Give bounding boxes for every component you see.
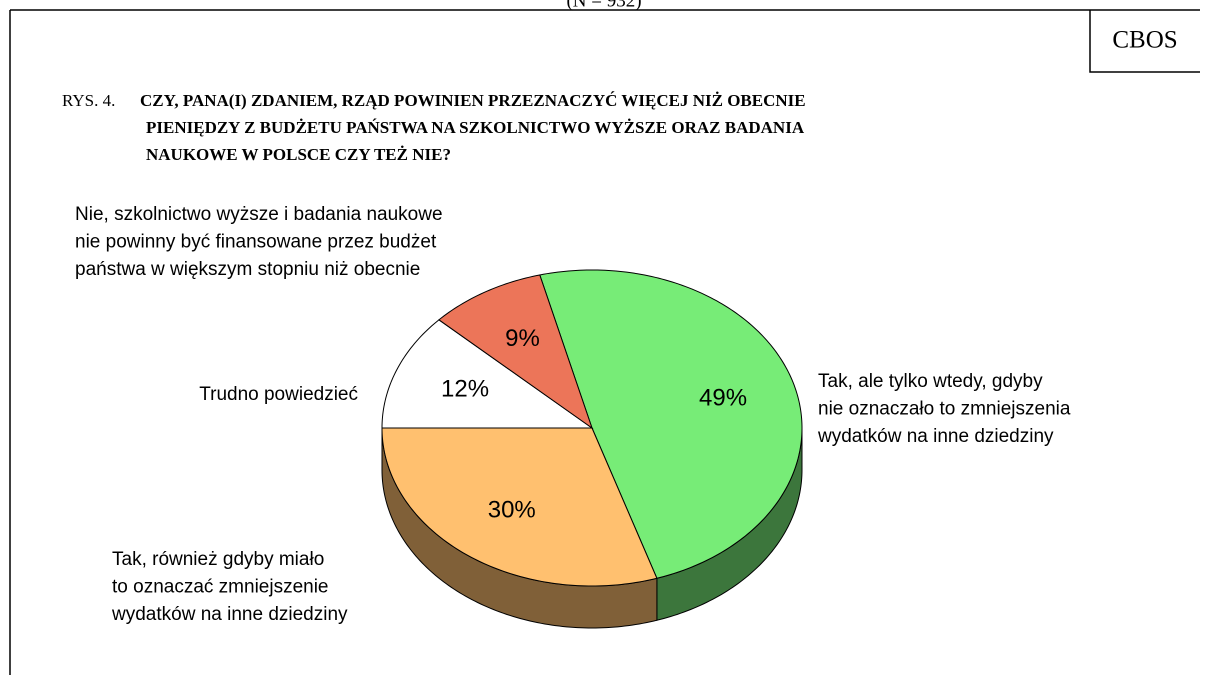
- category-label: nie powinny być finansowane przez budżet: [75, 232, 437, 253]
- category-label: wydatków na inne dziedziny: [817, 426, 1054, 447]
- value-label: 12%: [441, 376, 489, 403]
- category-label: państwa w większym stopniu niż obecnie: [75, 259, 420, 280]
- chart-title: CZY, PANA(I) ZDANIEM, RZĄD POWINIEN PRZE…: [140, 91, 806, 110]
- source: CBOS: [1112, 27, 1177, 54]
- pie-slice: [438, 274, 593, 430]
- category-label: Nie, szkolnictwo wyższe i badania naukow…: [75, 204, 443, 225]
- value-label: 9%: [505, 325, 540, 352]
- category-label: Tak, ale tylko wtedy, gdyby: [818, 371, 1043, 392]
- chart-title: PIENIĘDZY Z BUDŻETU PAŃSTWA NA SZKOLNICT…: [146, 118, 805, 137]
- category-label: Tak, również gdyby miało: [112, 549, 324, 570]
- chart-title: NAUKOWE W POLSCE CZY TEŻ NIE?: [146, 145, 451, 164]
- source-box: [1089, 10, 1200, 73]
- pie-slice: [539, 269, 803, 579]
- pie-slice: [381, 427, 658, 587]
- category-label: to oznaczać zmniejszenie: [112, 577, 329, 598]
- category-label: wydatków na inne dziedziny: [111, 604, 348, 625]
- subtitle: (N = 932): [566, 0, 641, 11]
- category-label: nie oznaczało to zmniejszenia: [818, 399, 1071, 420]
- pie-slice: [381, 319, 594, 429]
- figure-label: RYS. 4.: [62, 91, 115, 110]
- value-label: 30%: [488, 496, 536, 523]
- value-label: 49%: [699, 385, 747, 412]
- category-label: Trudno powiedzieć: [199, 384, 358, 405]
